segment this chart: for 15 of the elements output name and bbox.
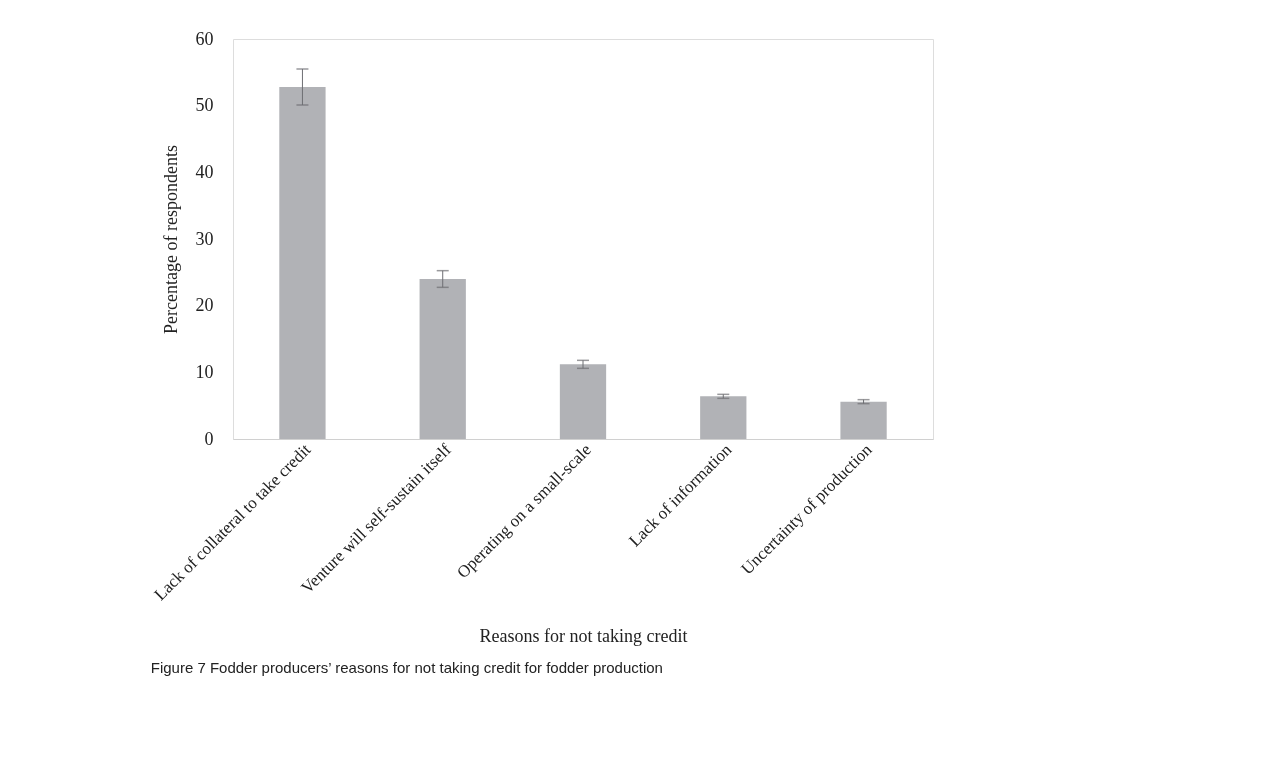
bar [700, 396, 747, 439]
y-tick-label: 30 [195, 228, 214, 249]
bar [840, 401, 887, 439]
y-axis-title: Percentage of respondents [160, 145, 181, 334]
bar [279, 87, 326, 439]
caption: Figure 7 Fodder producers’ reasons for not taking credit for fodder production [150, 658, 663, 676]
y-tick-label: 0 [204, 428, 214, 449]
y-tick-label: 50 [195, 95, 214, 116]
y-tick-label: 40 [195, 161, 214, 182]
bar [559, 364, 607, 439]
y-tick-label: 10 [195, 361, 214, 382]
y-tick-label: 20 [195, 295, 214, 316]
bar [419, 279, 466, 439]
y-tick-label: 60 [195, 28, 214, 49]
x-axis-title: Reasons for not taking credit [479, 626, 688, 647]
